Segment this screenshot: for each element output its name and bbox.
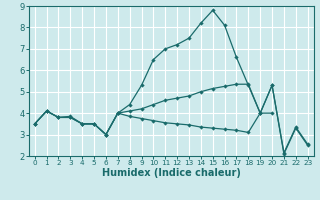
X-axis label: Humidex (Indice chaleur): Humidex (Indice chaleur) <box>102 168 241 178</box>
